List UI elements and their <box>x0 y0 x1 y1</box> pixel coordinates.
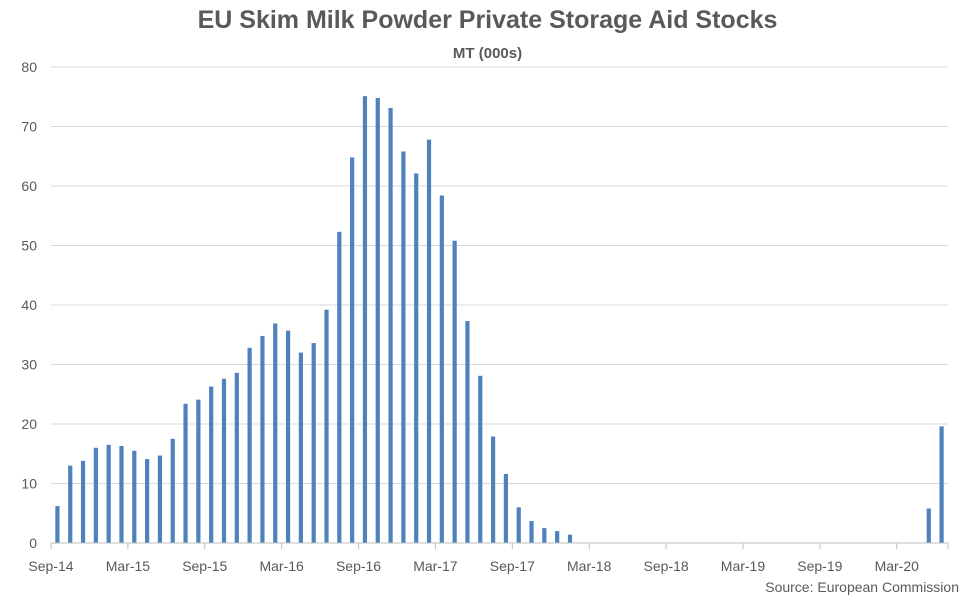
bar <box>567 534 573 543</box>
y-tick-label: 40 <box>21 297 37 313</box>
chart-subtitle: MT (000s) <box>452 45 523 62</box>
bar <box>234 372 239 543</box>
bar <box>529 520 534 543</box>
bar <box>375 97 380 543</box>
bar <box>183 403 188 543</box>
x-tick-label: Sep-17 <box>490 558 535 574</box>
bar <box>119 446 124 543</box>
bar <box>145 459 150 543</box>
bar <box>465 321 470 543</box>
bar <box>298 352 303 543</box>
bar <box>209 386 214 543</box>
bar <box>157 455 163 543</box>
x-tick-label: Sep-16 <box>336 558 381 574</box>
bar <box>516 507 521 543</box>
bar <box>311 343 316 543</box>
bar <box>478 375 483 543</box>
bar <box>452 240 457 544</box>
bar <box>414 173 419 543</box>
bar <box>426 139 432 543</box>
x-tick-label: Mar-18 <box>567 558 612 574</box>
bar <box>490 436 496 543</box>
x-tick-label: Mar-15 <box>106 558 151 574</box>
x-tick-label: Mar-16 <box>259 558 304 574</box>
y-tick-label: 70 <box>21 119 37 135</box>
bar <box>926 508 931 543</box>
bar <box>273 323 278 543</box>
bar <box>55 506 60 543</box>
y-tick-label: 50 <box>21 238 37 254</box>
y-tick-label: 0 <box>29 535 37 551</box>
bar <box>80 460 86 543</box>
bar <box>221 378 227 543</box>
bar <box>285 330 291 543</box>
x-tick-label: Mar-19 <box>721 558 766 574</box>
bar <box>93 447 98 543</box>
y-tick-label: 60 <box>21 178 37 194</box>
x-tick-label: Sep-15 <box>182 558 227 574</box>
source-note: Source: European Commission <box>765 579 959 595</box>
chart-title: EU Skim Milk Powder Private Storage Aid … <box>197 6 778 34</box>
bar <box>337 231 342 543</box>
bar <box>324 309 329 543</box>
bar <box>350 157 355 543</box>
bar <box>503 473 509 543</box>
bar <box>196 399 201 543</box>
bar <box>260 335 265 543</box>
x-tick-label: Mar-20 <box>875 558 920 574</box>
bar <box>388 108 393 544</box>
x-tick-label: Sep-19 <box>797 558 842 574</box>
bar <box>68 465 73 543</box>
x-tick-label: Mar-17 <box>413 558 458 574</box>
bar <box>170 438 175 543</box>
bar <box>362 96 368 543</box>
bar <box>439 195 444 543</box>
y-tick-label: 80 <box>21 59 37 75</box>
bar <box>542 528 547 543</box>
bar <box>555 531 560 543</box>
x-tick-label: Sep-14 <box>28 558 73 574</box>
x-tick-label: Sep-18 <box>644 558 689 574</box>
bar <box>106 444 111 543</box>
bar <box>939 426 944 543</box>
y-tick-label: 20 <box>21 416 37 432</box>
y-tick-label: 10 <box>21 476 37 492</box>
y-tick-label: 30 <box>21 357 37 373</box>
bar <box>247 347 252 543</box>
bar <box>132 450 137 543</box>
bar <box>401 151 406 544</box>
